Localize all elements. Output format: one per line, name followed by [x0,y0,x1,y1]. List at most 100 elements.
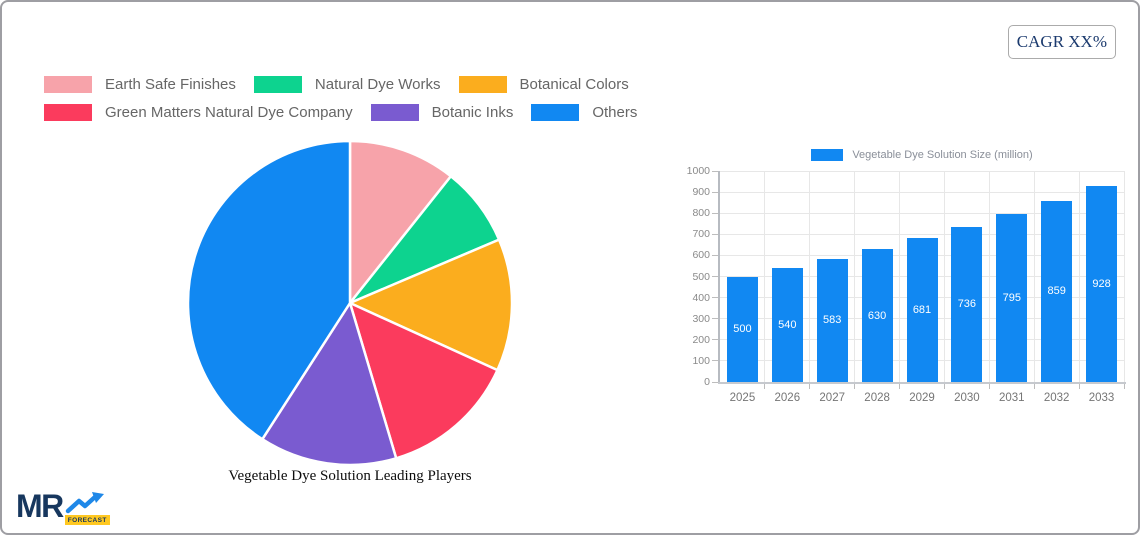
bar-value-label: 736 [957,298,977,311]
legend-row: Green Matters Natural Dye Company Botanic… [44,104,637,121]
logo-art: FORECAST [64,491,110,527]
bar-2031: 795 [996,214,1028,382]
y-tick-label-200: 200 [692,333,710,346]
bar-value-label: 795 [1002,292,1021,305]
bar-chart-legend: Vegetable Dye Solution Size (million) [720,149,1124,161]
y-axis-tick [712,170,718,172]
bar-2028: 630 [861,249,893,382]
legend-item-natural-dye-works: Natural Dye Works [253,76,441,93]
legend-swatch [458,76,507,93]
gridline [720,233,1124,235]
cagr-badge: CAGR XX% [1007,25,1116,59]
x-tick-label-2026: 2026 [774,392,801,404]
gridline [1123,171,1125,382]
legend-label: Others [592,104,638,121]
pie-slice-botanical-colors [348,238,514,372]
y-axis-tick [712,191,718,193]
legend-row: Earth Safe Finishes Natural Dye Works Bota… [44,76,637,93]
x-tick-label-2025: 2025 [729,392,756,404]
pie-slice-earth-safe-finishes [348,139,453,305]
y-tick-label-700: 700 [692,228,710,241]
y-axis-tick [712,318,718,320]
y-tick-label-400: 400 [692,291,710,304]
x-axis-tick [764,384,766,389]
legend-item-botanical-colors: Botanical Colors [458,76,629,93]
y-axis-tick [712,381,718,383]
x-tick-label-2033: 2033 [1088,392,1115,404]
pie-chart-svg [186,139,514,467]
pie-chart-title: Vegetable Dye Solution Leading Players [228,468,472,484]
logo-mr-text: MR [16,488,64,524]
y-axis-tick [712,212,718,214]
legend-item-earth-safe-finishes: Earth Safe Finishes [44,76,236,93]
legend-label: Botanical Colors [519,76,629,93]
y-tick-label-300: 300 [692,312,710,325]
bar-value-label: 540 [778,319,797,332]
legend-item-others: Others [531,104,637,121]
bar-value-label: 583 [823,314,842,327]
legend-swatch [370,104,419,121]
gridline [854,171,856,382]
legend-label: Earth Safe Finishes [105,76,236,93]
legend-swatch [531,104,580,121]
cagr-label: CAGR XX% [1016,32,1107,51]
x-tick-label-2029: 2029 [909,392,935,404]
y-tick-label-1000: 1000 [686,165,710,177]
gridline [720,191,1124,193]
bar-chart: Vegetable Dye Solution Size (million) 0 1… [662,145,1140,420]
y-tick-label-800: 800 [692,207,710,220]
x-axis-tick [988,384,990,389]
x-axis-tick [943,384,945,389]
legend-label: Natural Dye Works [314,76,441,93]
y-tick-label-500: 500 [692,270,710,283]
bar-2027: 583 [816,258,848,382]
bar-value-label: 630 [867,309,887,322]
y-axis-tick [712,297,718,299]
x-axis-tick [854,384,856,389]
bar-2032: 859 [1041,200,1073,382]
legend-label: Green Matters Natural Dye Company [105,104,353,121]
bar-2029: 681 [906,238,938,382]
bar-value-label: 500 [733,323,752,336]
bar-2030: 736 [951,226,983,382]
bar-value-label: 928 [1092,278,1111,291]
y-axis-tick [712,276,718,277]
y-axis-tick [712,233,718,235]
y-tick-label-900: 900 [692,186,710,199]
x-axis-tick [1033,384,1035,389]
gridline [720,212,1124,214]
pie-slice-others [186,139,352,441]
y-tick-label-600: 600 [692,249,710,262]
x-axis-tick [899,384,901,389]
pie-chart [185,138,515,468]
gridline [809,171,811,382]
y-axis-line [718,171,720,384]
x-tick-label-2032: 2032 [1043,392,1070,404]
y-tick-label-0: 0 [704,376,710,388]
x-axis-tick [809,384,811,389]
bar-2033: 928 [1086,186,1118,382]
legend-item-green-matters-natural-dye-company: Green Matters Natural Dye Company [44,104,353,121]
legend-swatch [253,76,302,93]
pie-slice-green-matters-natural-dye-company [348,301,499,460]
bar-legend-swatch [811,149,844,161]
x-tick-label-2028: 2028 [864,392,890,404]
gridline [720,170,1124,172]
x-axis-line [718,382,1126,384]
bar-2025: 500 [726,276,758,382]
x-tick-label-2030: 2030 [954,392,980,404]
gridline [1078,171,1080,382]
x-axis-tick [1078,384,1080,389]
legend-label: Botanic Inks [431,104,514,121]
y-tick-label-100: 100 [692,354,710,367]
x-tick-label-2031: 2031 [998,392,1025,404]
pie-slice-botanic-inks [261,301,398,467]
gridline [1033,171,1035,382]
y-axis-tick [712,339,718,341]
trend-arrow-icon [65,492,104,514]
gridline [943,171,945,382]
legend-swatch [44,104,92,121]
y-axis-tick [712,360,718,362]
bar-legend-label: Vegetable Dye Solution Size (million) [852,149,1033,161]
